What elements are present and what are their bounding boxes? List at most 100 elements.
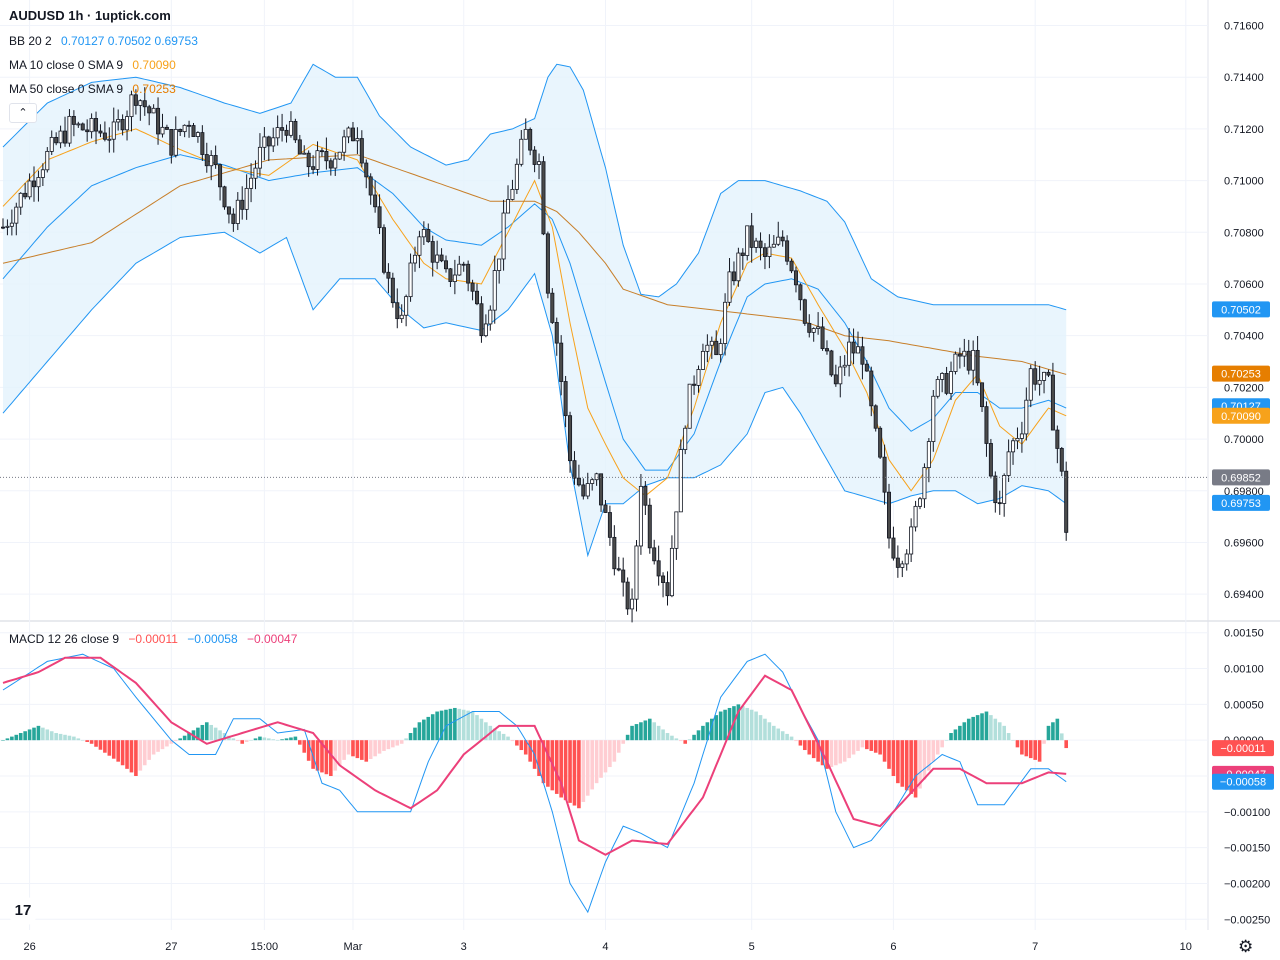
macd-hist-bar <box>953 729 958 741</box>
macd-hist-bar <box>563 740 568 801</box>
macd-hist-bar <box>510 740 515 742</box>
candle-body <box>918 498 923 507</box>
candle-body <box>767 246 772 257</box>
macd-axis-badge-label: −0.00058 <box>1220 777 1266 789</box>
candle-body <box>758 240 763 249</box>
candle-body <box>461 263 466 266</box>
macd-hist-bar <box>457 708 462 741</box>
macd-hist-bar <box>616 740 621 753</box>
macd-hist-bar <box>975 715 980 741</box>
macd-legend[interactable]: MACD 12 26 close 9 −0.00011 −0.00058 −0.… <box>9 632 297 646</box>
candle-body <box>280 127 285 131</box>
candle-body <box>164 126 169 130</box>
candle-body <box>417 236 422 256</box>
macd-hist-bar <box>470 711 475 741</box>
candle-body <box>590 479 595 484</box>
candle-body <box>572 460 577 479</box>
macd-hist-bar <box>439 710 444 741</box>
macd-hist-bar <box>284 738 289 741</box>
candle-body <box>142 100 147 108</box>
macd-hist-bar <box>448 708 453 741</box>
macd-hist-bar <box>1020 740 1024 755</box>
candle-body <box>262 136 267 148</box>
candle-body <box>634 545 639 600</box>
macd-hist-bar <box>116 740 120 762</box>
macd-hist-bar <box>147 740 151 760</box>
candle-body <box>514 163 519 190</box>
candle-body <box>900 563 905 568</box>
candle-body <box>647 504 652 549</box>
bb-legend[interactable]: BB 20 2 0.70127 0.70502 0.69753 <box>9 34 198 48</box>
candle-body <box>975 350 980 384</box>
candle-body <box>426 229 431 242</box>
macd-hist-bar <box>333 740 338 771</box>
legend-collapse-button[interactable]: ⌃ <box>9 103 37 123</box>
macd-hist-bar <box>909 740 913 794</box>
candle-body <box>324 150 329 162</box>
candle-body <box>1059 448 1064 472</box>
candle-body <box>811 328 816 333</box>
macd-hist-bar <box>772 725 776 741</box>
macd-hist-bar <box>315 740 320 771</box>
candle-body <box>740 252 745 256</box>
candle-body <box>457 263 462 276</box>
macd-hist-bar <box>306 740 311 761</box>
candle-body <box>1046 371 1051 376</box>
macd-hist-bar <box>10 736 14 741</box>
gear-icon[interactable]: ⚙ <box>1238 937 1254 956</box>
macd-tick-label: 0.00150 <box>1224 628 1264 640</box>
macd-hist-bar <box>271 739 276 741</box>
ma10-legend[interactable]: MA 10 close 0 SMA 9 0.70090 <box>9 58 176 72</box>
candle-body <box>953 353 958 372</box>
macd-hist-bar <box>386 740 391 750</box>
macd-hist-bar <box>209 724 214 741</box>
candle-body <box>18 192 23 208</box>
macd-hist-bar <box>590 740 594 790</box>
candle-body <box>705 344 710 352</box>
macd-tick-label: −0.00100 <box>1224 807 1270 819</box>
candle-body <box>754 240 759 248</box>
candle-body <box>793 270 798 286</box>
candle-body <box>32 180 37 188</box>
macd-hist-bar <box>200 724 205 741</box>
macd-hist-bar <box>484 722 488 741</box>
candle-body <box>9 222 14 227</box>
price-axis-badge <box>1212 494 1270 511</box>
macd-hist-bar <box>523 740 528 755</box>
tradingview-logo[interactable]: 17 <box>8 896 38 926</box>
macd-hist-bar <box>1006 733 1011 741</box>
candle-body <box>178 128 183 133</box>
candle-body <box>195 132 200 137</box>
candle-body <box>40 169 45 178</box>
candle-body <box>23 192 28 198</box>
macd-hist-bar <box>678 740 683 742</box>
candle-body <box>855 346 860 354</box>
candle-body <box>926 441 931 468</box>
ma50-legend-label: MA 50 close 0 SMA 9 <box>9 82 124 96</box>
macd-hist-bar <box>803 740 807 751</box>
candle-body <box>408 262 413 298</box>
candle-body <box>390 277 395 304</box>
candle-body <box>399 314 404 320</box>
macd-hist-bar <box>608 740 612 768</box>
macd-signal-value: −0.00047 <box>246 632 298 646</box>
candle-body <box>506 199 511 214</box>
candle-body <box>249 177 254 189</box>
candle-body <box>439 254 444 262</box>
macd-tick-label: −0.00250 <box>1224 914 1270 926</box>
macd-hist-bar <box>49 731 54 741</box>
macd-hist-bar <box>293 736 298 741</box>
macd-hist-bar <box>683 740 688 744</box>
macd-hist-bar <box>665 733 670 741</box>
macd-hist-bar <box>360 740 364 760</box>
candle-body <box>687 383 692 429</box>
candle-body <box>284 129 289 136</box>
candle-body <box>138 100 143 106</box>
candle-body <box>984 406 989 444</box>
ma50-legend[interactable]: MA 50 close 0 SMA 9 0.70253 <box>9 82 176 96</box>
macd-hist-bar <box>391 740 395 748</box>
macd-hist-bar <box>1024 740 1029 757</box>
candle-body <box>200 132 205 155</box>
price-tick-label: 0.70400 <box>1224 331 1264 343</box>
